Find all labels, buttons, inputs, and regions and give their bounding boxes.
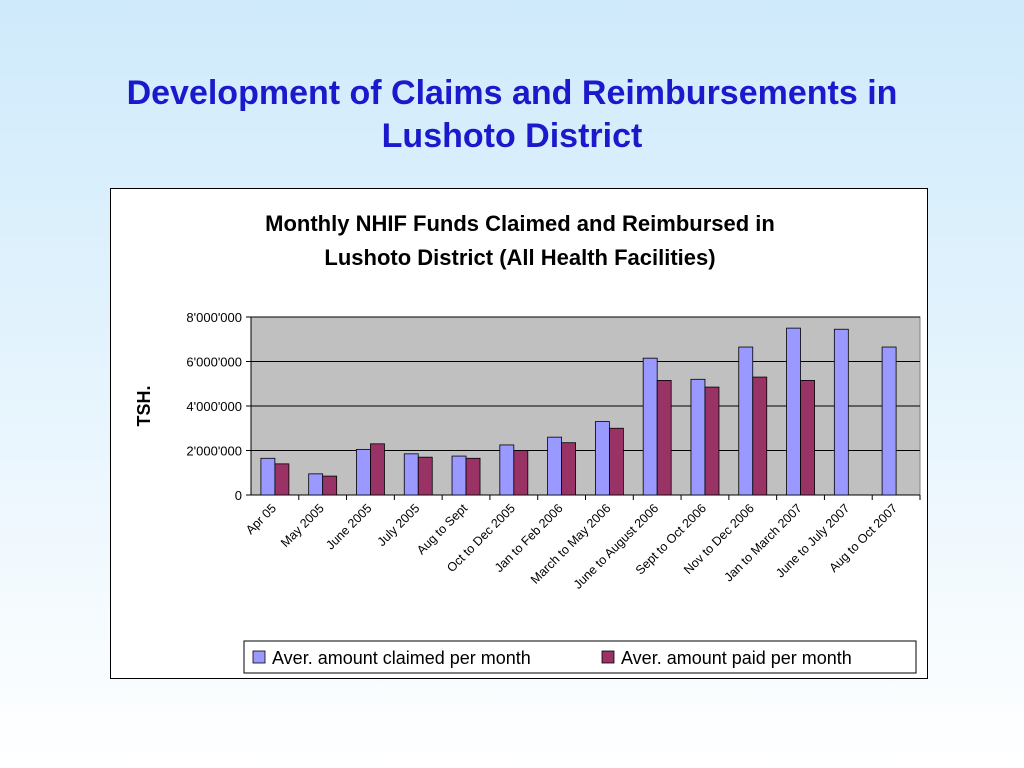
bar-paid [274, 463, 290, 496]
bar-claimed [356, 448, 371, 496]
legend-swatch-paid [601, 650, 615, 664]
bar-claimed [642, 357, 658, 496]
chart-frame: Monthly NHIF Funds Claimed and Reimburse… [110, 188, 928, 679]
bar-claimed [833, 328, 849, 496]
bar-chart: Monthly NHIF Funds Claimed and Reimburse… [134, 211, 921, 674]
bar-paid [370, 443, 385, 496]
bar-claimed [547, 436, 563, 496]
legend-swatch-claimed [252, 650, 266, 664]
bar-paid [513, 450, 529, 496]
y-axis-label: TSH. [134, 385, 154, 426]
y-tick-label: 0 [235, 488, 242, 503]
bar-claimed [308, 473, 324, 496]
legend-box [243, 640, 917, 674]
bar-paid [561, 442, 577, 496]
bar-claimed [451, 455, 467, 496]
bar-claimed [594, 421, 610, 496]
bar-paid [465, 457, 481, 496]
y-tick-label: 8'000'000 [186, 310, 242, 325]
y-tick-label: 2'000'000 [186, 444, 242, 459]
bar-claimed [499, 444, 515, 496]
slide-title-line-2: Lushoto District [381, 117, 643, 155]
x-tick-label: June to August 2006 [571, 501, 662, 592]
bar-paid [704, 386, 720, 496]
legend-label-paid: Aver. amount paid per month [621, 648, 852, 668]
x-tick-label: March to May 2006 [528, 501, 614, 587]
x-tick-label: July 2005 [375, 501, 423, 549]
bar-paid [656, 380, 672, 496]
y-tick-label: 4'000'000 [186, 399, 242, 414]
bar-paid [608, 427, 624, 496]
bar-claimed [690, 378, 706, 496]
slide-title: Development of Claims and Reimbursements… [40, 72, 984, 158]
bar-paid [417, 456, 433, 496]
bar-paid [322, 475, 338, 496]
x-tick-label: Apr 05 [243, 501, 279, 537]
bar-claimed [403, 453, 419, 496]
x-tick-label: June 2005 [323, 501, 374, 552]
bar-paid [752, 376, 768, 496]
x-tick-label: May 2005 [278, 501, 327, 550]
bar-claimed [786, 327, 801, 496]
bar-claimed [260, 457, 276, 496]
bar-claimed [881, 346, 897, 496]
bar-claimed [738, 346, 754, 496]
bar-paid [800, 380, 815, 496]
slide-title-line-1: Development of Claims and Reimbursements… [126, 74, 898, 112]
chart-title-line-1: Monthly NHIF Funds Claimed and Reimburse… [265, 211, 775, 236]
legend-label-claimed: Aver. amount claimed per month [272, 648, 531, 668]
y-tick-label: 6'000'000 [186, 355, 242, 370]
chart-title-line-2: Lushoto District (All Health Facilities) [324, 245, 715, 270]
